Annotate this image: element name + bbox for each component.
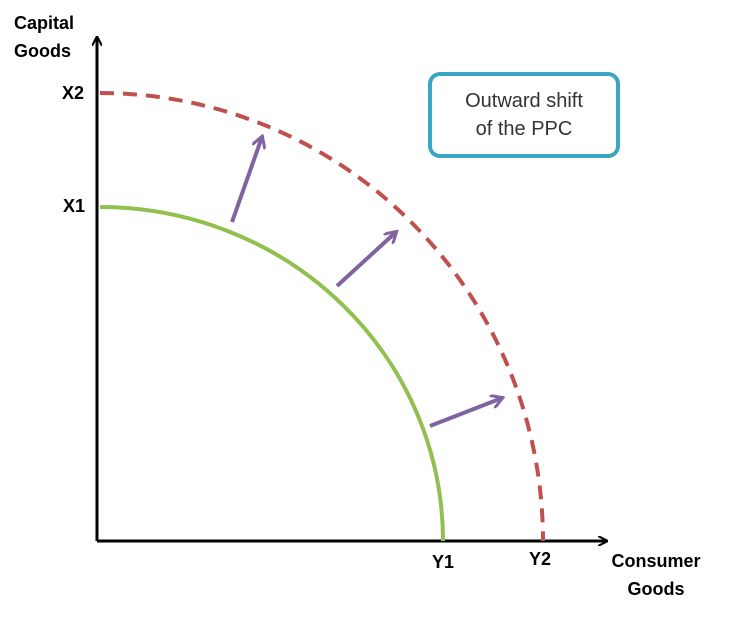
x-axis-title: Consumer Goods xyxy=(604,547,708,603)
y-axis-title-line2: Goods xyxy=(14,41,71,61)
tick-label-x1: X1 xyxy=(63,196,86,216)
tick-label-y2: Y2 xyxy=(529,549,552,569)
tick-label-x2: X2 xyxy=(62,83,85,103)
y-axis-title: Capital Goods xyxy=(14,9,74,65)
tick-label-y1: Y1 xyxy=(432,552,455,572)
callout-box: Outward shift of the PPC xyxy=(428,72,620,158)
x-axis-title-line2: Goods xyxy=(627,579,685,599)
shift-arrow-middle xyxy=(335,232,396,288)
shift-arrow-top xyxy=(230,137,262,223)
x-axis-title-line1: Consumer xyxy=(611,551,701,571)
original-ppc-curve xyxy=(99,205,445,542)
shifted-ppc-curve xyxy=(99,91,545,542)
y-axis-title-line1: Capital xyxy=(14,13,75,33)
shift-arrow-bottom xyxy=(429,398,502,428)
callout-line2: of the PPC xyxy=(475,118,573,140)
callout-line1: Outward shift xyxy=(465,90,583,112)
